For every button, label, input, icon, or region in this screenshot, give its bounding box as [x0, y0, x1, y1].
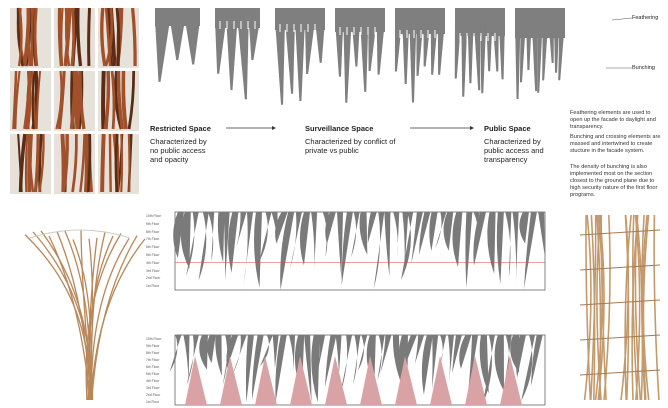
silhouette-strand — [335, 20, 343, 77]
silhouette-strand — [474, 20, 480, 90]
board: Restricted Space Characterized by no pub… — [0, 0, 668, 408]
floor-label: 8th Floor — [146, 351, 172, 355]
floor-label: 2nd Floor — [146, 276, 172, 280]
floor-label: 6th Floor — [146, 245, 172, 249]
elevations — [170, 212, 545, 405]
silhouette-strand — [416, 20, 423, 76]
model-floor — [580, 265, 660, 270]
silhouette-strand — [461, 20, 467, 97]
floor-label: 5th Floor — [146, 372, 172, 376]
rod — [33, 232, 93, 400]
silhouette-strand — [468, 20, 474, 83]
silhouette-strand — [515, 20, 521, 99]
stage-description: Characterized by conflict of private vs … — [305, 137, 405, 155]
silhouette-strand — [155, 20, 170, 82]
stage-description: Characterized by public access and trans… — [484, 137, 554, 164]
silhouette-strand — [548, 20, 554, 63]
facade-silhouettes — [155, 8, 565, 105]
silhouette-strand — [409, 20, 416, 102]
floor-label: 5th Floor — [146, 253, 172, 257]
floor-label: 7th Floor — [146, 358, 172, 362]
stage-title: Public Space — [484, 124, 531, 133]
silhouette-strand — [424, 20, 431, 66]
silhouette-strand — [305, 20, 315, 74]
silhouette-strand — [395, 20, 402, 72]
silhouette-strand — [170, 20, 185, 60]
hair-strand — [110, 134, 111, 192]
silhouette-strand — [275, 20, 285, 105]
note: Bunching and crossing elements are masse… — [570, 134, 662, 155]
hair-strand — [27, 71, 29, 129]
silhouette-strand — [377, 20, 385, 75]
silhouette-strand — [315, 20, 325, 63]
silhouette-strand — [537, 20, 543, 93]
silhouette-strand — [499, 20, 505, 79]
hair-strand — [85, 134, 86, 192]
stage-title: Surveillance Space — [305, 124, 373, 133]
model-floor — [580, 300, 660, 305]
arrow-head — [272, 126, 276, 130]
floor-label: 6th Floor — [146, 365, 172, 369]
hair-strand — [102, 134, 104, 192]
silhouette-strand — [185, 20, 200, 64]
sculpture — [25, 230, 145, 400]
silhouette-strand — [226, 20, 237, 90]
silhouette-strand — [480, 20, 486, 93]
floor-label: 9th Floor — [146, 222, 172, 226]
silhouette-strand — [238, 20, 249, 99]
hair-strand — [89, 8, 90, 66]
silhouette-strand — [295, 20, 305, 101]
silhouette-strand — [542, 20, 548, 80]
stage-description: Characterized by no public access and op… — [150, 137, 216, 164]
floor-label: 1st Floor — [146, 400, 172, 404]
diagram-label: Feathering — [632, 14, 658, 23]
model-floor — [580, 335, 660, 340]
diagram-label: Bunching — [632, 64, 655, 73]
floor-label: 9th Floor — [146, 344, 172, 348]
silhouette-strand — [526, 20, 532, 70]
note: The density of bunching is also implemen… — [570, 164, 662, 199]
silhouette-strand — [532, 20, 538, 91]
silhouette-strand — [249, 20, 260, 60]
stage-title: Restricted Space — [150, 124, 211, 133]
silhouette-strand — [352, 20, 360, 66]
model-rod — [654, 215, 659, 400]
floor-label: 3rd Floor — [146, 269, 172, 273]
floor-label: 7th Floor — [146, 237, 172, 241]
floor-label: 10th Floor — [146, 214, 172, 218]
floor-label: 4th Floor — [146, 261, 172, 265]
artwork — [0, 0, 668, 408]
silhouette-strand — [431, 20, 438, 75]
hair-strand — [117, 8, 119, 66]
silhouette-strand — [215, 20, 226, 74]
silhouette-strand — [520, 20, 526, 82]
silhouette-strand — [486, 20, 492, 71]
silhouette-strand — [438, 20, 445, 75]
hair-strand — [116, 134, 117, 192]
floor-label: 1st Floor — [146, 284, 172, 288]
note: Feathering elements are used to open up … — [570, 110, 662, 131]
arrow-head — [470, 126, 474, 130]
model — [580, 215, 660, 400]
hair-strand — [129, 134, 130, 192]
floor-label: 2nd Floor — [146, 393, 172, 397]
hair-photos — [10, 8, 139, 194]
floor-label: 3rd Floor — [146, 386, 172, 390]
silhouette-strand — [493, 20, 499, 71]
floor-label: 10th Floor — [146, 337, 172, 341]
hair-strand — [121, 134, 122, 192]
silhouette-strand — [402, 20, 409, 84]
floor-label: 4th Floor — [146, 379, 172, 383]
floor-label: 8th Floor — [146, 230, 172, 234]
hair-strand — [103, 71, 104, 129]
detail-diagram — [577, 8, 625, 96]
silhouette-strand — [455, 20, 462, 79]
